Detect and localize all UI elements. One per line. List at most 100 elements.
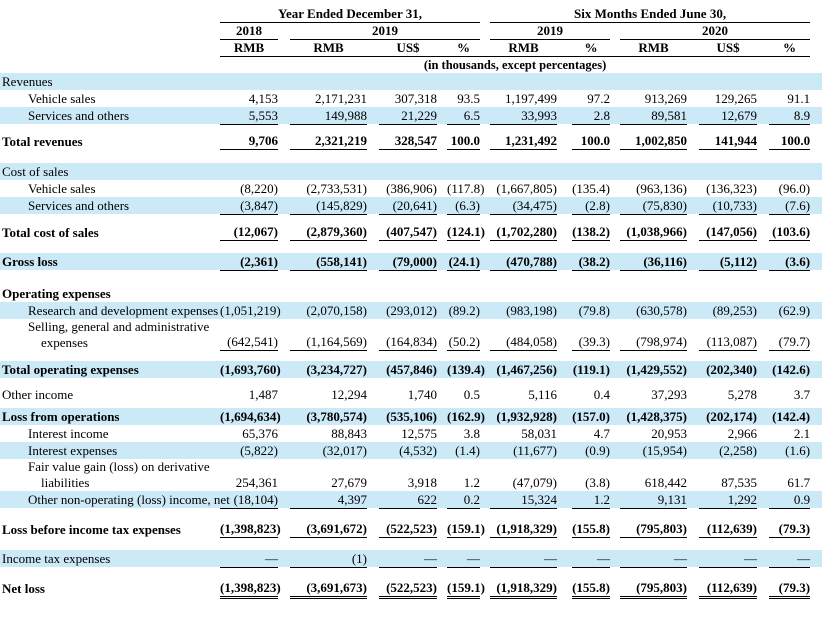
row-tail xyxy=(810,253,822,270)
cell-value: 307,318 xyxy=(394,91,437,106)
table-row: Services and others (3,847) (145,829) (20,6… xyxy=(0,197,822,215)
spacer xyxy=(0,149,822,163)
column-gutter xyxy=(437,361,447,378)
cell-value: 1,487 xyxy=(248,387,278,402)
column-gutter xyxy=(367,253,379,270)
cell-value: (558,141) xyxy=(290,253,367,271)
cell-value: 33,993 xyxy=(490,107,558,125)
cell-value: — xyxy=(769,550,811,568)
column-gutter xyxy=(757,224,769,241)
column-gutter xyxy=(757,442,770,459)
row-tail xyxy=(810,73,822,90)
header-tail xyxy=(810,6,822,23)
column-gutter xyxy=(757,73,770,90)
row-label-line: Loss before income tax expenses xyxy=(2,521,181,537)
cell-value: (1,051,219) xyxy=(220,301,281,319)
column-gutter xyxy=(557,521,572,538)
column-gutter xyxy=(278,408,290,425)
cell-value xyxy=(490,285,557,302)
cell-value: 97.2 xyxy=(587,91,611,106)
spacer xyxy=(0,567,822,580)
cell-value xyxy=(290,73,367,90)
column-gutter xyxy=(437,459,447,491)
table-row: Research and development expenses (1,051,… xyxy=(0,301,822,319)
row-label-line: Vehicle sales xyxy=(28,181,96,196)
row-tail xyxy=(810,90,822,107)
cell-value xyxy=(290,163,367,180)
cell-value: (157.0) xyxy=(572,408,611,425)
column-gutter xyxy=(557,180,572,197)
cell-value xyxy=(699,285,757,302)
cell-value: (798,974) xyxy=(620,318,688,351)
cell-value: (983,198) xyxy=(490,301,558,319)
cell-value: 4.7 xyxy=(593,426,611,441)
column-gutter xyxy=(278,425,290,442)
header-spacer xyxy=(0,23,220,40)
cell-value: (630,578) xyxy=(620,301,688,319)
cell-value: (162.9) xyxy=(447,408,485,425)
row-label: Cost of sales xyxy=(0,163,214,180)
cell-value: 2,966 xyxy=(727,426,758,441)
cell-value: (522,523) xyxy=(379,579,437,599)
spacer xyxy=(0,270,822,285)
spacer-row xyxy=(0,270,822,285)
currency-header: RMB xyxy=(220,39,278,57)
cell-value: 21,229 xyxy=(379,107,437,125)
cell-value: 3.7 xyxy=(793,387,811,402)
column-gutter xyxy=(480,107,491,124)
column-gutter xyxy=(757,521,769,538)
table-row: Total operating expenses (1,693,760) (3,23… xyxy=(0,361,822,378)
row-label: Gross loss xyxy=(0,253,214,270)
cell-value: 1,231,492 xyxy=(490,132,558,150)
cell-value xyxy=(769,163,811,180)
row-tail xyxy=(810,319,822,351)
header-gutter xyxy=(278,39,290,57)
cell-value: (470,788) xyxy=(490,253,558,271)
row-label: Total cost of sales xyxy=(0,224,214,241)
column-gutter xyxy=(557,550,573,567)
cell-value: 65,376 xyxy=(242,426,278,441)
column-gutter xyxy=(687,90,699,107)
column-gutter xyxy=(437,197,447,214)
cell-value: (142.6) xyxy=(769,361,811,378)
currency-header: RMB xyxy=(620,39,688,57)
row-label: Services and others xyxy=(0,107,214,124)
column-gutter xyxy=(437,180,447,197)
cell-value: (24.1) xyxy=(447,253,481,271)
column-gutter xyxy=(757,133,769,150)
column-gutter xyxy=(610,386,620,403)
cell-value: 1,002,850 xyxy=(620,132,688,150)
column-gutter xyxy=(610,180,620,197)
cell-value xyxy=(447,73,481,90)
cell-value xyxy=(620,73,688,90)
cell-value: (2,070,158) xyxy=(290,301,367,319)
cell-value: (1,429,552) xyxy=(620,361,688,378)
column-gutter xyxy=(687,224,699,241)
cell-value: (795,803) xyxy=(620,579,688,599)
column-gutter xyxy=(557,459,572,491)
column-gutter xyxy=(757,361,770,378)
row-label-line: Other non-operating (loss) income, net xyxy=(28,492,230,507)
cell-value: — xyxy=(490,550,558,568)
cell-value: (142.4) xyxy=(769,408,811,425)
cell-value: (2.8) xyxy=(572,197,611,215)
year-header-2018: 2018 xyxy=(220,22,278,40)
column-gutter xyxy=(367,90,379,107)
column-gutter xyxy=(367,442,379,459)
column-gutter xyxy=(214,491,220,508)
table-row: Loss from operations (1,694,634) (3,780,57… xyxy=(0,408,822,425)
spacer xyxy=(0,214,822,224)
cell-value: (3,847) xyxy=(220,197,278,215)
cell-value: (138.2) xyxy=(572,223,611,241)
header-period-row: Year Ended December 31, Six Months Ended… xyxy=(0,6,822,23)
spacer-row xyxy=(0,214,822,224)
cell-value: (0.9) xyxy=(572,442,611,459)
cell-value: (11,677) xyxy=(490,442,558,459)
cell-value: 5,116 xyxy=(528,387,558,402)
column-gutter xyxy=(278,386,290,403)
column-gutter xyxy=(557,73,573,90)
cell-value: (113,087) xyxy=(699,318,758,351)
column-gutter xyxy=(610,521,620,538)
column-gutter xyxy=(480,301,491,319)
cell-value: (2,733,531) xyxy=(306,181,367,196)
